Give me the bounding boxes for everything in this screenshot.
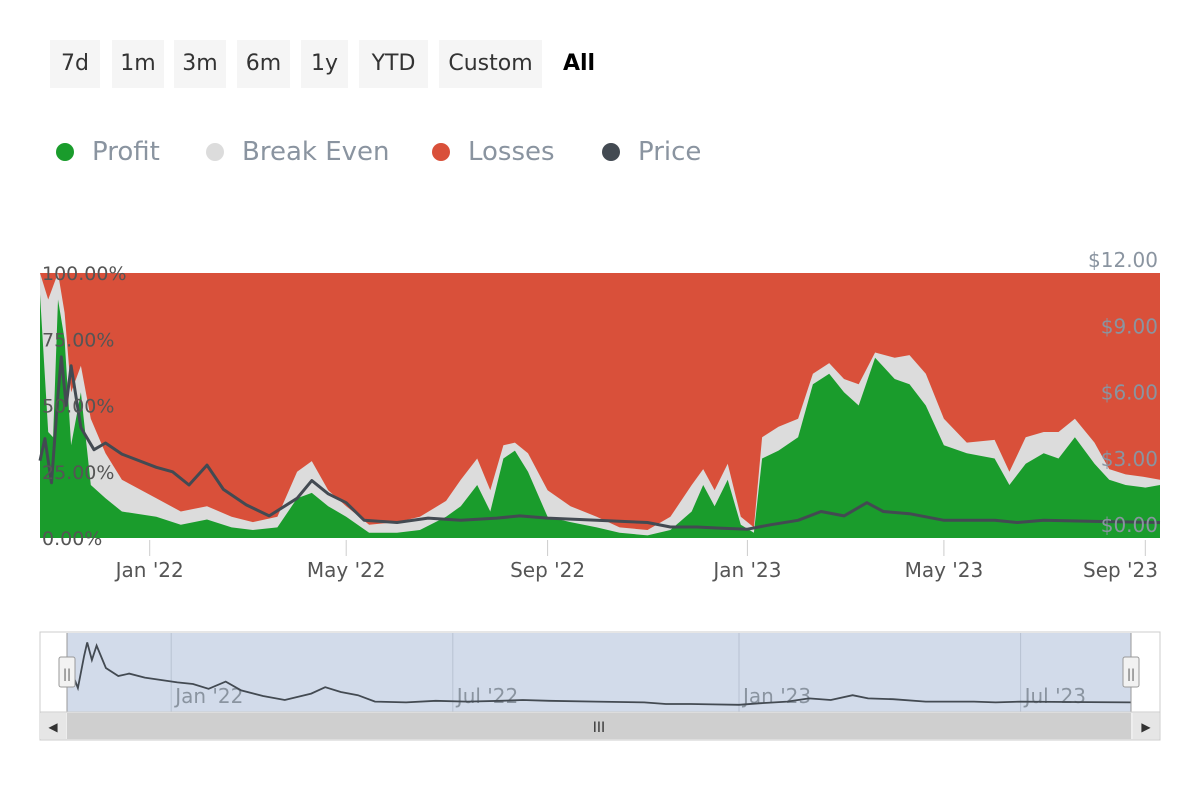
range-button-7d[interactable]: 7d (50, 40, 100, 88)
navigator-tick-label: Jul '22 (455, 684, 518, 708)
right-handle-grip: || (1127, 667, 1135, 681)
range-button-6m[interactable]: 6m (237, 40, 290, 88)
scrollbar-thumb[interactable] (67, 713, 1131, 739)
navigator-tick-label: Jan '22 (173, 684, 243, 708)
navigator-tick-label: Jul '23 (1023, 684, 1086, 708)
navigator-price-line (66, 642, 1132, 706)
left-handle-grip: || (63, 667, 71, 681)
legend-item-price[interactable]: Price (602, 132, 701, 172)
legend-dot-break-even (206, 143, 224, 161)
range-button-1m[interactable]: 1m (112, 40, 164, 88)
navigator-selected-range[interactable] (67, 633, 1131, 712)
legend-label-losses: Losses (468, 137, 555, 167)
legend-label-break-even: Break Even (242, 137, 390, 167)
range-button-1y[interactable]: 1y (301, 40, 348, 88)
legend-label-price: Price (638, 137, 702, 167)
scroll-left-button[interactable] (40, 713, 66, 739)
scroll-right-arrow-icon: ▶ (1141, 720, 1151, 734)
scroll-left-arrow-icon: ◀ (48, 720, 58, 734)
legend-dot-price (602, 143, 620, 161)
legend-dot-losses (432, 143, 450, 161)
range-button-all[interactable]: All (553, 40, 605, 88)
legend-label-profit: Profit (92, 137, 160, 167)
navigator-left-handle[interactable]: || (58, 633, 76, 712)
legend-item-profit[interactable]: Profit (56, 132, 160, 172)
scrollbar-grip: III (593, 720, 605, 736)
legend-item-break-even[interactable]: Break Even (206, 132, 390, 172)
legend-item-losses[interactable]: Losses (432, 132, 555, 172)
range-button-ytd[interactable]: YTD (359, 40, 428, 88)
range-button-3m[interactable]: 3m (174, 40, 226, 88)
navigator-right-handle[interactable]: || (1122, 633, 1140, 712)
legend-dot-profit (56, 143, 74, 161)
range-button-custom[interactable]: Custom (439, 40, 542, 88)
scroll-right-button[interactable] (1133, 713, 1159, 739)
